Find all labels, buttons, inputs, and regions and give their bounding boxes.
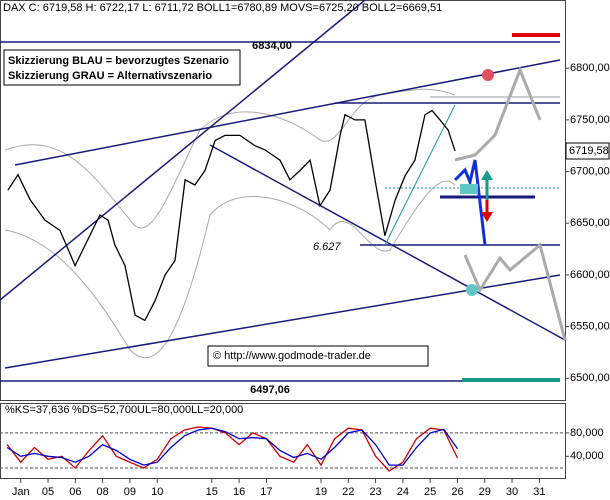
x-tick-label: 17	[260, 486, 272, 498]
x-tick-label: Jan	[12, 486, 30, 498]
x-tick-label: 24	[397, 486, 409, 498]
alt-scenario	[454, 65, 542, 162]
level-label: 6497,06	[250, 384, 290, 396]
target-marker	[466, 284, 478, 296]
stoch-header: UL=80,000	[137, 404, 191, 416]
price-box	[565, 142, 610, 160]
x-tick-label: 09	[124, 486, 136, 498]
arrow-down-head	[481, 212, 493, 222]
x-tick-label: 22	[342, 486, 354, 498]
y-tick-label: 6750,00	[570, 114, 610, 126]
stoch-header: %DS=52,700	[72, 404, 137, 416]
series-line	[6, 427, 459, 466]
band-lower	[4, 180, 456, 359]
header: DAX C: 6719,58 H: 6722,17 L: 6711,72 BOL…	[3, 2, 442, 14]
x-tick-label: 29	[479, 486, 491, 498]
x-tick-label: 08	[97, 486, 109, 498]
legend-text: Skizzierung BLAU = bevorzugtes Szenario	[8, 55, 229, 67]
trend-line	[0, 0, 366, 301]
main-scenario	[453, 159, 487, 246]
target-marker	[482, 69, 494, 81]
series-line	[7, 109, 456, 322]
y-tick-label: 6700,00	[570, 165, 610, 177]
x-tick-label: 10	[151, 486, 163, 498]
stoch-header: %KS=37,636	[5, 404, 70, 416]
trend-line	[209, 144, 566, 341]
level-label: 6834,00	[252, 40, 292, 52]
y-tick-label: 80,000	[570, 427, 604, 439]
x-tick-label: 15	[206, 486, 218, 498]
zone	[460, 184, 478, 194]
level-label: 6.627	[313, 241, 341, 253]
copyright-box	[207, 345, 429, 367]
copyright: © http://www.godmode-trader.de	[213, 350, 371, 362]
x-tick-label: 26	[451, 486, 463, 498]
x-tick-label: 31	[533, 486, 545, 498]
trend-line	[14, 59, 561, 166]
x-tick-label: 06	[69, 486, 81, 498]
x-tick-label: 23	[369, 486, 381, 498]
x-tick-label: 16	[233, 486, 245, 498]
y-tick-label: 6550,00	[570, 321, 610, 333]
x-tick-label: 30	[506, 486, 518, 498]
y-tick-label: 6800,00	[570, 62, 610, 74]
arrow-up-head	[481, 170, 493, 180]
y-tick-label: 40,000	[570, 450, 604, 462]
x-tick-label: 05	[42, 486, 54, 498]
x-tick-label: 25	[424, 486, 436, 498]
stoch-header: LL=20,000	[191, 404, 243, 416]
y-tick-label: 6600,00	[570, 269, 610, 281]
stoch-frame	[0, 403, 566, 479]
legend-box	[3, 49, 241, 86]
y-tick-label: 6650,00	[570, 217, 610, 229]
alt-scenario	[463, 242, 567, 341]
trend-line	[384, 104, 456, 246]
y-tick-label: 6500,00	[570, 372, 610, 384]
last-price: 6719,58	[569, 145, 609, 157]
x-tick-label: 19	[315, 486, 327, 498]
legend-text: Skizzierung GRAU = Alternativszenario	[8, 70, 212, 82]
main-frame	[0, 0, 566, 401]
